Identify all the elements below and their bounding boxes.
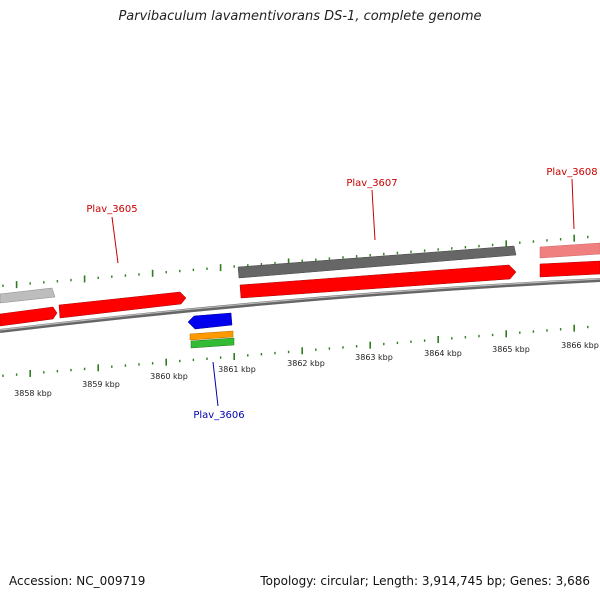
scale-label: 3866 kbp	[561, 341, 599, 350]
gene-lightred-right[interactable]	[539, 242, 600, 259]
scale-label: 3863 kbp	[355, 353, 393, 362]
gene-label-plav3608[interactable]: Plav_3608	[546, 167, 597, 178]
scale-label: 3861 kbp	[218, 365, 256, 374]
scale-label: 3858 kbp	[14, 389, 52, 398]
accession-text: Accession: NC_009719	[9, 574, 146, 588]
gene-gray-center[interactable]	[237, 245, 517, 279]
gene-red-plav3605[interactable]	[58, 291, 187, 319]
label-line-plav3607	[371, 189, 376, 241]
scale-label: 3864 kbp	[424, 349, 462, 358]
map-title: Parvibaculum lavamentivorans DS-1, compl…	[118, 9, 482, 24]
gene-label-plav3605[interactable]: Plav_3605	[86, 204, 137, 215]
scale-label: 3860 kbp	[150, 372, 188, 381]
genome-backbone	[0, 278, 600, 333]
gene-label-plav3607[interactable]: Plav_3607	[346, 178, 397, 189]
scale-label: 3862 kbp	[287, 359, 325, 368]
label-line-plav3606	[212, 361, 219, 407]
lower-tick-row	[2, 324, 589, 377]
gene-red-plav3608[interactable]	[539, 260, 600, 278]
upper-tick-row	[2, 234, 589, 289]
genome-summary-text: Topology: circular; Length: 3,914,745 bp…	[260, 574, 590, 588]
gene-red-left[interactable]	[0, 306, 58, 327]
gene-gray-left[interactable]	[0, 287, 56, 304]
scale-label: 3865 kbp	[492, 345, 530, 354]
gene-red-plav3607[interactable]	[239, 264, 517, 299]
feature-orange[interactable]	[189, 330, 234, 341]
gene-label-plav3606[interactable]: Plav_3606	[193, 410, 244, 421]
label-line-plav3608	[571, 178, 575, 230]
genome-backbone-highlight	[0, 278, 600, 331]
feature-green[interactable]	[190, 337, 235, 349]
scale-label: 3859 kbp	[82, 380, 120, 389]
label-line-plav3605	[111, 216, 119, 264]
gene-blue-plav3606[interactable]	[187, 312, 233, 330]
